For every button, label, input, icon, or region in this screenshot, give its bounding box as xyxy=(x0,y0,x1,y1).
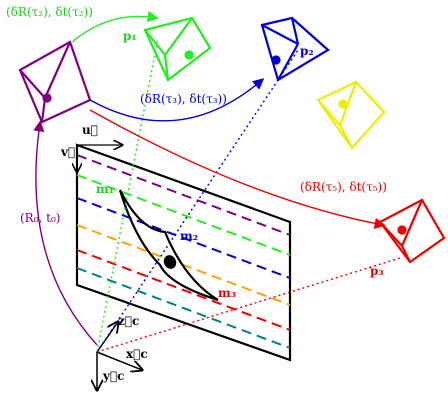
v-axis-label: v⃗ xyxy=(60,145,75,159)
image-axes: u⃗ v⃗ xyxy=(60,123,122,172)
cube-purple xyxy=(18,40,92,124)
image-plane xyxy=(75,143,292,362)
arrow-initial xyxy=(33,120,98,346)
y-axis-label: y⃗c xyxy=(102,369,124,383)
label-p2: p₂ xyxy=(300,44,314,58)
epiline-red xyxy=(76,249,291,331)
arrow-to-green xyxy=(71,11,159,43)
label-m2: m₂ xyxy=(180,229,198,243)
z-axis-label: z⃗c xyxy=(118,314,139,328)
camera-frame: z⃗c x⃗c y⃗c xyxy=(97,314,148,390)
label-transform-tau2: (δR(τ₂), δt(τ₂)) xyxy=(6,5,93,19)
arrow-to-red xyxy=(89,109,386,229)
u-axis-label: u⃗ xyxy=(82,123,98,137)
label-transform-tau3: (δR(τ₃), δt(τ₃)) xyxy=(140,92,227,106)
epiline-teal xyxy=(76,267,291,349)
label-transform-tau5: (δR(τ₅), δt(τ₅)) xyxy=(300,180,387,194)
label-p3: p₃ xyxy=(370,264,384,278)
transform-arrows xyxy=(33,11,386,346)
arrow-to-blue xyxy=(89,78,265,122)
label-transform-initial: (R₀, t₀) xyxy=(20,211,60,225)
cube-blue xyxy=(260,16,330,82)
cube-green xyxy=(143,16,212,82)
epiline-purple xyxy=(76,154,291,236)
epiline-blue xyxy=(76,197,291,279)
label-p1: p₁ xyxy=(123,29,137,43)
label-m3: m₃ xyxy=(218,286,236,300)
cube-red xyxy=(378,198,446,264)
x-axis-label: x⃗c xyxy=(126,347,148,361)
cube-yellow xyxy=(316,80,386,150)
centroid-blob xyxy=(163,255,177,269)
curved-triangle xyxy=(118,189,219,302)
label-m1: m₁ xyxy=(96,182,114,196)
projection-rays xyxy=(96,37,401,353)
epiline-green xyxy=(76,174,291,256)
